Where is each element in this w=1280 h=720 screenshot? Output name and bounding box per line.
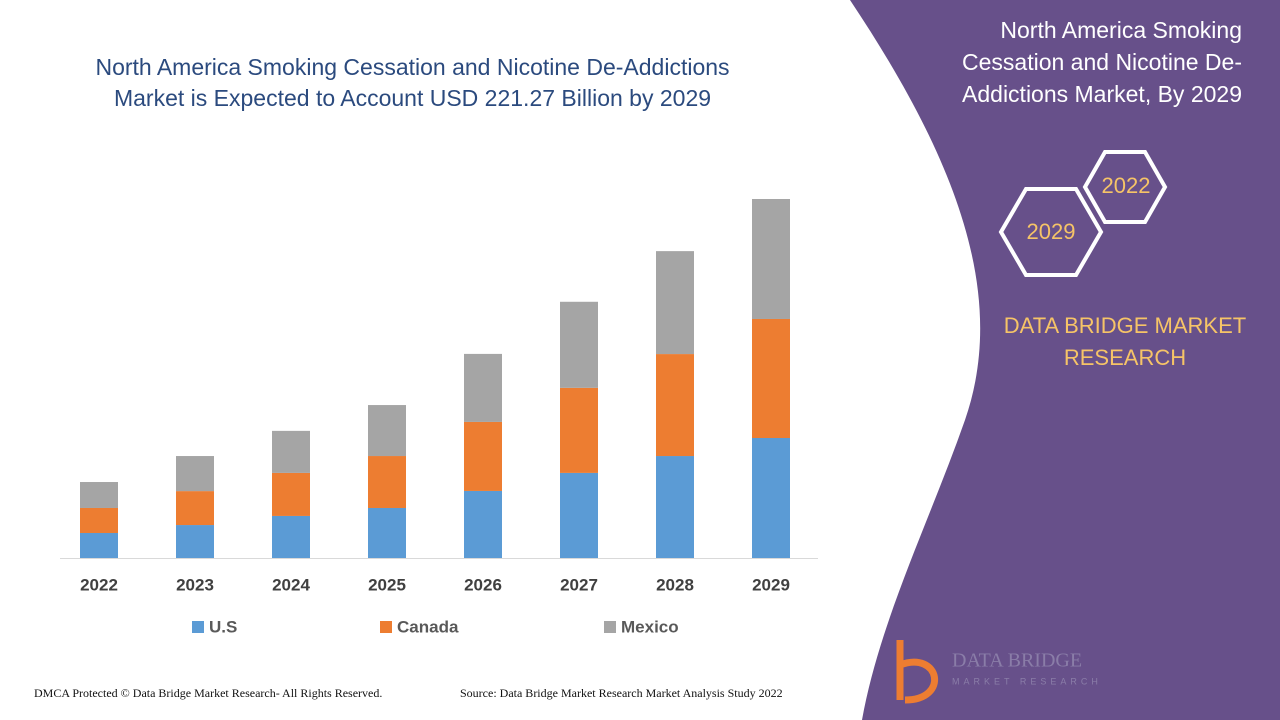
bar-segment bbox=[176, 491, 214, 526]
bar-segment bbox=[368, 456, 406, 508]
panel-title: North America Smoking Cessation and Nico… bbox=[962, 17, 1242, 107]
bar-segment bbox=[560, 387, 598, 473]
hexagon-label: 2022 bbox=[1102, 173, 1151, 198]
bar-segment bbox=[368, 507, 406, 558]
hexagon bbox=[1082, 150, 1168, 224]
logo-tagline: MARKET RESEARCH bbox=[952, 676, 1102, 686]
x-tick-label: 2022 bbox=[80, 575, 118, 594]
legend-swatch bbox=[604, 621, 616, 633]
legend-swatch bbox=[192, 621, 204, 633]
bar-segment bbox=[464, 353, 502, 422]
bar-segment bbox=[272, 472, 310, 516]
bar-segment bbox=[752, 199, 790, 319]
x-tick-label: 2027 bbox=[560, 575, 598, 594]
bar-segment bbox=[176, 456, 214, 492]
bar-segment bbox=[464, 421, 502, 491]
logo-icon bbox=[896, 640, 938, 704]
bar-segment bbox=[560, 301, 598, 388]
x-tick-label: 2028 bbox=[656, 575, 694, 594]
brand: DATA BRIDGE MARKET RESEARCH bbox=[1003, 313, 1247, 370]
bar-segment bbox=[464, 490, 502, 558]
legend-swatch bbox=[380, 621, 392, 633]
copyright: DMCA Protected © Data Bridge Market Rese… bbox=[34, 686, 383, 700]
bar-segment bbox=[80, 507, 118, 533]
x-tick-label: 2025 bbox=[368, 575, 406, 594]
bar-segment bbox=[80, 532, 118, 558]
bar-segment bbox=[272, 430, 310, 473]
bar-segment bbox=[656, 456, 694, 558]
bar-segment bbox=[176, 525, 214, 558]
x-tick-label: 2029 bbox=[752, 575, 790, 594]
legend-label: Mexico bbox=[621, 617, 679, 636]
legend-label: U.S bbox=[209, 617, 237, 636]
bar-segment bbox=[656, 251, 694, 355]
x-tick-label: 2026 bbox=[464, 575, 502, 594]
bar-segment bbox=[272, 515, 310, 558]
source: Source: Data Bridge Market Research Mark… bbox=[460, 686, 783, 700]
logo-name: DATA BRIDGE bbox=[952, 650, 1082, 672]
bar-segment bbox=[80, 482, 118, 508]
bar-segment bbox=[368, 405, 406, 457]
hexagon bbox=[998, 187, 1104, 277]
side-panel bbox=[850, 0, 1280, 720]
bar-segment bbox=[752, 438, 790, 558]
chart-title: North America Smoking Cessation and Nico… bbox=[95, 54, 730, 111]
bar-segment bbox=[656, 354, 694, 457]
hexagon-label: 2029 bbox=[1027, 219, 1076, 244]
legend-label: Canada bbox=[397, 617, 459, 636]
x-tick-label: 2023 bbox=[176, 575, 214, 594]
x-tick-label: 2024 bbox=[272, 575, 310, 594]
bar-segment bbox=[752, 318, 790, 439]
bar-segment bbox=[560, 472, 598, 558]
